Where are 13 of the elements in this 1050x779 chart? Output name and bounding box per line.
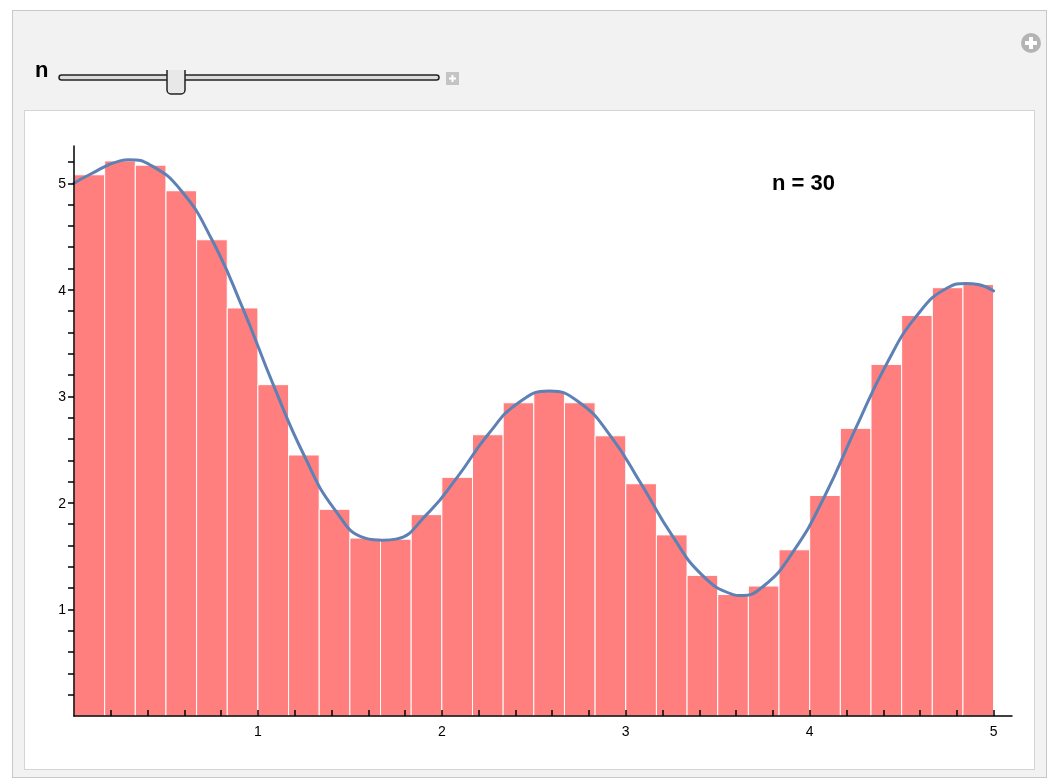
y-tick-label: 2 xyxy=(58,494,67,511)
x-tick-label: 2 xyxy=(437,723,446,739)
y-tick-label: 5 xyxy=(58,175,67,192)
y-tick-label: 4 xyxy=(58,281,67,298)
line-series xyxy=(72,158,996,598)
y-tick-label: 1 xyxy=(58,601,67,618)
x-tick-label: 5 xyxy=(989,723,998,739)
annotation: n = 30 xyxy=(772,170,835,196)
text: n xyxy=(35,57,49,83)
x-tick-label: 3 xyxy=(621,723,630,739)
x-tick-label: 1 xyxy=(254,723,263,739)
x-tick-label: 4 xyxy=(805,723,814,739)
y-tick-label: 3 xyxy=(58,388,67,405)
